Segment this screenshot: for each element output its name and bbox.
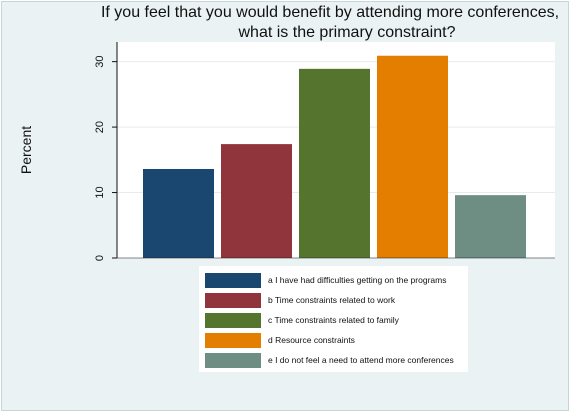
chart-title-line-1: If you feel that you would benefit by at…: [101, 4, 559, 21]
legend-swatch: [205, 333, 261, 348]
legend-swatch: [205, 273, 261, 288]
bar: [143, 168, 214, 258]
legend-label: a I have had difficulties getting on the…: [268, 275, 446, 285]
bar: [455, 195, 526, 258]
y-tick-label: 10: [94, 186, 106, 198]
y-tick-label: 0: [94, 255, 106, 261]
bar: [221, 144, 292, 258]
legend-label: c Time constraints related to family: [268, 315, 400, 325]
legend-swatch: [205, 313, 261, 328]
legend-label: d Resource constraints: [268, 335, 355, 345]
bar: [299, 68, 370, 258]
y-tick-label: 20: [94, 121, 106, 133]
y-axis-title: Percent: [18, 126, 34, 174]
legend-swatch: [205, 353, 261, 368]
chart-title-line-2: what is the primary constraint?: [238, 24, 456, 41]
legend-swatch: [205, 293, 261, 308]
legend-label: e I do not feel a need to attend more co…: [268, 355, 454, 365]
y-tick-label: 30: [94, 56, 106, 68]
legend-label: b Time constraints related to work: [268, 295, 396, 305]
bar: [377, 55, 448, 258]
